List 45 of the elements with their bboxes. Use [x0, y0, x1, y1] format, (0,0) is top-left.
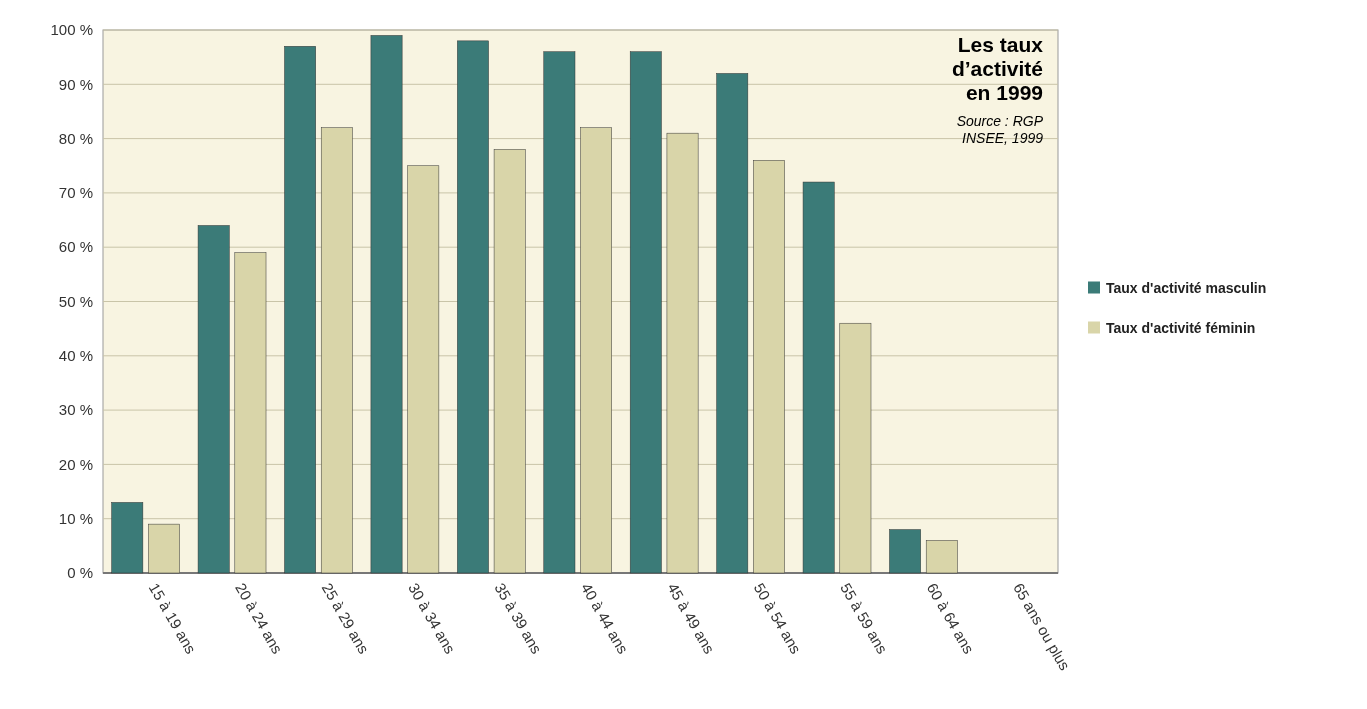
bar — [493, 149, 526, 574]
bar — [111, 502, 144, 574]
bar — [629, 51, 662, 574]
y-tick-label: 50 % — [58, 292, 93, 310]
bar — [580, 127, 612, 574]
y-tick-label: 100 % — [50, 21, 93, 39]
x-tick-label: 50 à 54 ans — [750, 580, 805, 657]
bar — [148, 523, 180, 574]
bar — [284, 46, 316, 574]
text: Les taux d’activité en 1999 — [951, 33, 1044, 104]
y-tick-label: 70 % — [58, 184, 93, 202]
x-tick-label: 45 à 49 ans — [664, 580, 719, 657]
x-tick-label: 15 à 19 ans — [145, 580, 200, 657]
y-tick-label: 80 % — [58, 129, 93, 147]
x-tick-label: 60 à 64 ans — [923, 580, 978, 657]
bar — [753, 160, 785, 574]
annotation: Source : RGP INSEE, 1999 — [956, 113, 1044, 146]
x-tick-label: 55 à 59 ans — [837, 580, 892, 657]
bar — [457, 40, 489, 574]
bar — [320, 127, 353, 574]
bar — [197, 225, 230, 574]
bar — [407, 165, 440, 574]
legend-label: Taux d'activité masculin — [1106, 279, 1267, 296]
bar — [839, 322, 872, 574]
bar — [543, 51, 576, 574]
bar — [925, 540, 958, 574]
bar — [666, 132, 699, 574]
legend-label: Taux d'activité féminin — [1106, 319, 1256, 336]
bar — [889, 529, 921, 574]
x-tick-label: 20 à 24 ans — [232, 580, 287, 657]
x-tick-label: 25 à 29 ans — [318, 580, 373, 657]
x-tick-label: 30 à 34 ans — [405, 580, 459, 657]
bar — [370, 35, 403, 574]
x-tick-label: 35 à 39 ans — [491, 580, 546, 657]
bar — [234, 252, 267, 574]
y-tick-label: 10 % — [58, 509, 93, 527]
y-tick-label: 0 % — [67, 564, 93, 582]
y-tick-label: 60 % — [58, 238, 93, 256]
bar — [716, 73, 749, 574]
bar — [802, 181, 835, 574]
y-tick-label: 90 % — [58, 75, 93, 93]
y-tick-label: 40 % — [58, 347, 93, 365]
y-tick-label: 30 % — [58, 401, 93, 419]
y-tick-label: 20 % — [58, 455, 93, 473]
x-tick-label: 40 à 44 ans — [577, 580, 632, 657]
